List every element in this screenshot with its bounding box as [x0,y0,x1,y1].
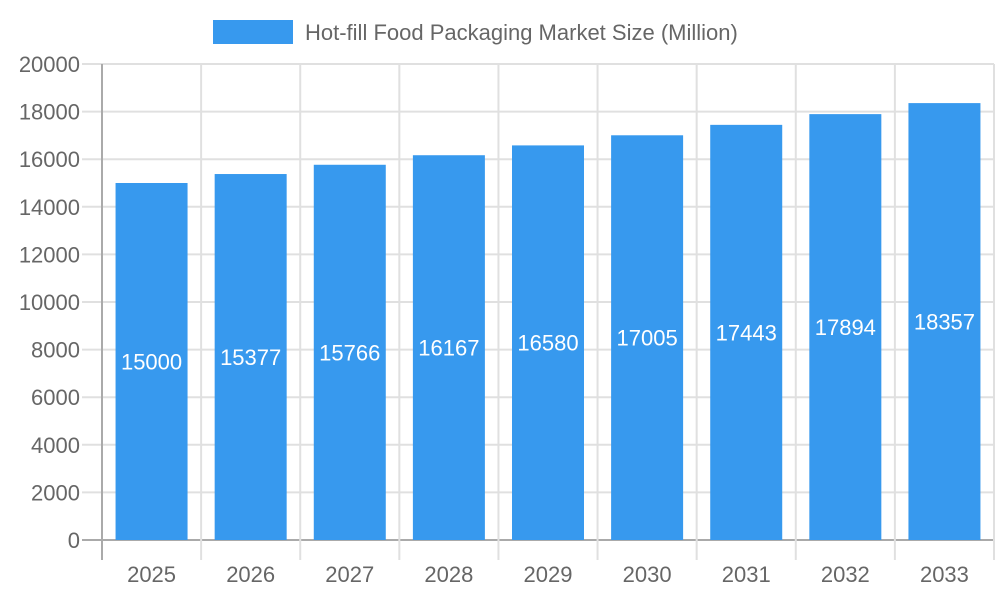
bar-value-label: 17005 [617,326,678,351]
y-tick-label: 14000 [19,195,80,220]
bar [115,183,188,540]
x-tick-label: 2029 [524,562,573,587]
bar-value-label: 15766 [319,340,380,365]
axes: 0 2000 4000 6000 8000 10000 12000 14000 16000 180… [19,52,969,587]
x-tick-label: 2033 [920,562,969,587]
y-tick-label: 10000 [19,290,80,315]
bar-value-label: 17894 [815,315,876,340]
x-tick-label: 2027 [325,562,374,587]
bar [313,164,386,540]
bar-value-label: 15000 [121,350,182,375]
y-tick-label: 20000 [19,52,80,77]
x-tick-label: 2032 [821,562,870,587]
bar-value-label: 15377 [220,345,281,370]
bar-value-label: 17443 [716,320,777,345]
bar-value-label: 16580 [517,331,578,356]
bar [611,135,684,540]
legend-swatch [213,20,293,44]
legend-label: Hot-fill Food Packaging Market Size (Mil… [305,20,738,45]
y-tick-label: 18000 [19,100,80,125]
bar [214,174,287,540]
bars: 15000 15377 15766 16167 16580 17005 17443 17894… [115,103,981,541]
y-tick-label: 12000 [19,242,80,267]
y-tick-label: 4000 [31,433,80,458]
x-tick-label: 2026 [226,562,275,587]
bar [412,155,485,540]
x-tick-label: 2025 [127,562,176,587]
bar [809,114,882,540]
x-tick-label: 2031 [722,562,771,587]
y-tick-label: 16000 [19,147,80,172]
y-tick-label: 6000 [31,385,80,410]
bar-value-label: 18357 [914,310,975,335]
x-tick-label: 2030 [623,562,672,587]
bar-value-label: 16167 [418,336,479,361]
x-tick-label: 2028 [424,562,473,587]
y-tick-label: 8000 [31,338,80,363]
y-tick-label: 2000 [31,480,80,505]
legend[interactable]: Hot-fill Food Packaging Market Size (Mil… [213,20,738,45]
y-tick-label: 0 [68,528,80,553]
bar [512,145,584,540]
bar [710,124,783,540]
bar [908,103,981,541]
